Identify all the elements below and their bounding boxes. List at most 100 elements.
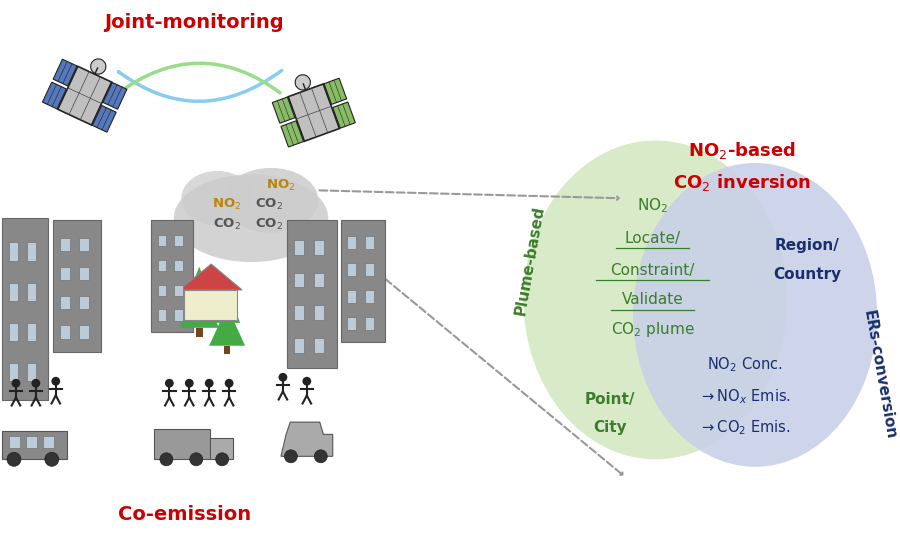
Polygon shape bbox=[155, 430, 211, 459]
Polygon shape bbox=[341, 220, 384, 342]
Text: CO$_2$: CO$_2$ bbox=[213, 217, 241, 232]
Text: NO$_2$ Conc.: NO$_2$ Conc. bbox=[707, 355, 783, 374]
Ellipse shape bbox=[223, 168, 319, 233]
Circle shape bbox=[302, 377, 311, 386]
Polygon shape bbox=[364, 290, 373, 303]
Text: Country: Country bbox=[773, 267, 841, 283]
Polygon shape bbox=[93, 106, 116, 132]
Polygon shape bbox=[347, 317, 356, 329]
Polygon shape bbox=[288, 84, 339, 141]
Polygon shape bbox=[175, 235, 183, 246]
Polygon shape bbox=[294, 273, 304, 288]
Circle shape bbox=[284, 450, 297, 463]
Circle shape bbox=[216, 453, 229, 466]
Polygon shape bbox=[364, 263, 373, 276]
Circle shape bbox=[165, 379, 174, 388]
Text: Locate/: Locate/ bbox=[625, 230, 680, 246]
Polygon shape bbox=[314, 338, 324, 353]
Text: ERs-conversion: ERs-conversion bbox=[861, 309, 898, 441]
Polygon shape bbox=[347, 290, 356, 303]
Polygon shape bbox=[27, 243, 36, 261]
Polygon shape bbox=[60, 238, 69, 251]
Polygon shape bbox=[314, 273, 324, 288]
Circle shape bbox=[12, 379, 21, 388]
Polygon shape bbox=[364, 236, 373, 249]
Circle shape bbox=[190, 453, 203, 466]
Polygon shape bbox=[103, 82, 127, 109]
Circle shape bbox=[160, 453, 173, 466]
Polygon shape bbox=[179, 264, 242, 290]
Circle shape bbox=[7, 452, 21, 466]
Polygon shape bbox=[324, 78, 346, 104]
Polygon shape bbox=[42, 82, 67, 109]
Polygon shape bbox=[364, 317, 373, 329]
Polygon shape bbox=[79, 267, 89, 280]
Polygon shape bbox=[294, 305, 304, 320]
Polygon shape bbox=[158, 260, 166, 271]
Circle shape bbox=[45, 452, 58, 466]
Polygon shape bbox=[184, 290, 237, 320]
Circle shape bbox=[184, 379, 194, 388]
Circle shape bbox=[295, 75, 310, 90]
Polygon shape bbox=[314, 305, 324, 320]
Polygon shape bbox=[58, 67, 112, 125]
Polygon shape bbox=[294, 240, 304, 255]
Polygon shape bbox=[214, 290, 240, 323]
Circle shape bbox=[91, 59, 106, 74]
Polygon shape bbox=[27, 323, 36, 341]
Ellipse shape bbox=[181, 171, 253, 226]
Polygon shape bbox=[43, 436, 54, 448]
Polygon shape bbox=[9, 283, 18, 301]
Polygon shape bbox=[281, 121, 303, 147]
Text: CO$_2$: CO$_2$ bbox=[255, 197, 283, 212]
Polygon shape bbox=[2, 431, 67, 459]
Text: Constraint/: Constraint/ bbox=[610, 262, 695, 278]
Circle shape bbox=[278, 373, 287, 382]
FancyArrowPatch shape bbox=[119, 70, 282, 101]
Ellipse shape bbox=[524, 140, 788, 459]
Polygon shape bbox=[151, 220, 194, 332]
Polygon shape bbox=[53, 220, 101, 351]
Polygon shape bbox=[175, 310, 183, 321]
Text: CO$_2$ inversion: CO$_2$ inversion bbox=[673, 172, 811, 193]
Text: $\rightarrow$NO$_x$ Emis.: $\rightarrow$NO$_x$ Emis. bbox=[699, 387, 791, 406]
Polygon shape bbox=[184, 267, 213, 302]
Polygon shape bbox=[9, 323, 18, 341]
Text: Co-emission: Co-emission bbox=[118, 504, 251, 524]
Polygon shape bbox=[60, 296, 69, 309]
Polygon shape bbox=[79, 326, 89, 339]
Polygon shape bbox=[9, 436, 20, 448]
Polygon shape bbox=[333, 102, 356, 128]
Polygon shape bbox=[195, 328, 203, 337]
Polygon shape bbox=[27, 283, 36, 301]
Polygon shape bbox=[79, 238, 89, 251]
Polygon shape bbox=[211, 438, 233, 459]
Circle shape bbox=[32, 379, 40, 388]
Text: $\rightarrow$CO$_2$ Emis.: $\rightarrow$CO$_2$ Emis. bbox=[699, 418, 791, 437]
Text: NO$_2$: NO$_2$ bbox=[212, 197, 242, 212]
Polygon shape bbox=[79, 296, 89, 309]
Polygon shape bbox=[175, 285, 183, 296]
Text: Plume-based: Plume-based bbox=[513, 204, 547, 316]
Polygon shape bbox=[53, 59, 77, 86]
Ellipse shape bbox=[633, 163, 878, 467]
Polygon shape bbox=[60, 267, 69, 280]
Polygon shape bbox=[224, 346, 230, 354]
Polygon shape bbox=[158, 285, 166, 296]
Polygon shape bbox=[347, 263, 356, 276]
Text: CO$_2$ plume: CO$_2$ plume bbox=[610, 320, 695, 339]
Text: Validate: Validate bbox=[622, 293, 683, 307]
Text: Point/: Point/ bbox=[584, 392, 634, 407]
Polygon shape bbox=[26, 436, 37, 448]
Text: NO$_2$-based: NO$_2$-based bbox=[688, 140, 796, 161]
Polygon shape bbox=[281, 422, 333, 456]
Polygon shape bbox=[347, 236, 356, 249]
Polygon shape bbox=[209, 306, 245, 346]
FancyArrowPatch shape bbox=[117, 63, 280, 94]
Circle shape bbox=[225, 379, 233, 388]
Polygon shape bbox=[287, 220, 337, 367]
Text: Region/: Region/ bbox=[775, 238, 840, 252]
Text: Joint-monitoring: Joint-monitoring bbox=[104, 13, 284, 32]
Text: NO$_2$: NO$_2$ bbox=[266, 178, 295, 193]
Polygon shape bbox=[273, 97, 295, 123]
